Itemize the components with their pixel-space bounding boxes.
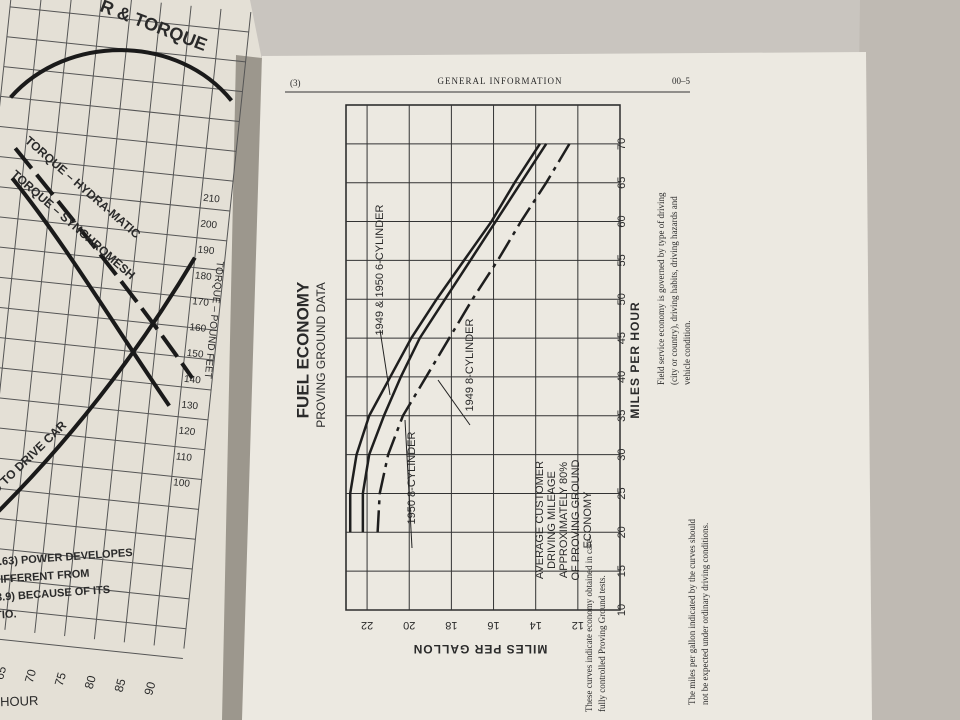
left-tick: 130: [181, 400, 199, 413]
left-tick: 100: [173, 477, 191, 490]
legend-label: 1950 8-CYLINDER: [406, 431, 418, 524]
note-line: These curves indicate economy obtained i…: [584, 536, 594, 712]
note-line: not be expected under ordinary driving c…: [700, 523, 710, 705]
series-line: [361, 143, 548, 533]
note-line: vehicle condition.: [682, 321, 692, 385]
left-grid: [0, 364, 212, 391]
left-grid: [0, 632, 183, 660]
left-page: [0, 0, 262, 720]
x-tick-label: 50: [616, 293, 628, 305]
left-tick: 170: [192, 296, 210, 309]
left-grid: [0, 394, 209, 421]
left-grid: [0, 274, 221, 302]
y-tick-label: 20: [403, 619, 415, 631]
section-number: (3): [290, 78, 301, 88]
x-tick-label: 35: [616, 410, 628, 422]
x-tick-label: 20: [616, 526, 628, 538]
y-tick-label: 18: [445, 619, 457, 631]
left-tick: 180: [194, 270, 212, 283]
left-tick: 110: [175, 451, 192, 464]
x-tick-label: 40: [616, 371, 628, 383]
left-grid: [0, 543, 193, 570]
annotation: ECONOMY: [582, 491, 594, 549]
left-curve: [0, 256, 197, 547]
series-line: [376, 143, 571, 533]
leader: [379, 329, 391, 396]
left-grid: [0, 603, 187, 630]
table: [850, 0, 960, 720]
chart-subtitle: PROVING GROUND DATA: [314, 282, 328, 428]
y-tick-label: 12: [572, 619, 584, 631]
left-tick: 140: [183, 374, 201, 387]
left-grid: [0, 424, 205, 451]
left-tick: 70: [22, 667, 39, 684]
left-curve: [13, 146, 194, 380]
left-tick: 85: [111, 677, 128, 694]
annotation: DRIVING MILEAGE: [546, 471, 558, 569]
x-tick-label: 70: [616, 138, 628, 150]
annotation: OF PROVING GROUND: [570, 459, 582, 580]
running-title: GENERAL INFORMATION: [438, 76, 563, 86]
left-grid: [0, 155, 234, 182]
left-tick: 80: [82, 674, 99, 691]
left-curve: [9, 48, 234, 102]
x-tick-label: 10: [616, 604, 628, 616]
left-tick: 160: [189, 322, 207, 335]
left-tick: 190: [197, 245, 215, 258]
left-tick: 65: [0, 664, 9, 681]
annotation: AVERAGE CUSTOMER: [534, 461, 546, 579]
left-note: XLE RATIO.: [0, 608, 17, 624]
left-grid: [0, 453, 202, 481]
note-line: fully controlled Proving Ground tests.: [597, 575, 607, 712]
series-line: [348, 143, 541, 533]
x-tick-label: 30: [616, 448, 628, 460]
left-grid: [0, 573, 190, 600]
legend-label: 1949 8-CYLINDER: [464, 318, 476, 411]
y-tick-label: 16: [487, 619, 499, 631]
left-tick: 150: [186, 348, 204, 361]
left-tick: 120: [178, 426, 196, 439]
left-tick: 200: [200, 219, 218, 232]
x-tick-label: 25: [616, 487, 628, 499]
annotation: APPROXIMATELY 80%: [558, 462, 570, 578]
left-grid: [0, 125, 237, 152]
note-line: (city or country), driving habits, drivi…: [669, 196, 679, 385]
note-line: Field service economy is governed by typ…: [656, 192, 666, 385]
x-tick-label: 15: [616, 565, 628, 577]
chart-title: FUEL ECONOMY: [293, 281, 312, 418]
x-axis-title: MILES PER HOUR: [628, 301, 642, 418]
left-grid: [0, 513, 196, 540]
left-grid: [0, 483, 199, 510]
left-grid: [0, 0, 13, 624]
x-tick-label: 60: [616, 215, 628, 227]
note-line: The miles per gallon indicated by the cu…: [687, 519, 697, 705]
left-grid: [9, 6, 249, 33]
legend-label: 1949 & 1950 6-CYLINDER: [374, 205, 386, 336]
x-tick-label: 65: [616, 177, 628, 189]
y-axis-title: MILES PER GALLON: [413, 642, 548, 656]
leader: [437, 379, 471, 426]
y-tick-label: 22: [361, 619, 373, 631]
left-grid: [0, 304, 218, 331]
x-tick-label: 45: [616, 332, 628, 344]
left-curve: [10, 176, 171, 407]
left-tick: 210: [203, 193, 221, 206]
left-speed-label: R HOUR: [0, 693, 39, 710]
left-grid: [0, 95, 240, 122]
x-tick-label: 55: [616, 254, 628, 266]
y-tick-label: 14: [530, 619, 542, 631]
page-number: 00–5: [672, 76, 691, 86]
left-tick: 90: [141, 680, 158, 697]
left-tick: 75: [52, 670, 69, 687]
right-page: [242, 52, 872, 720]
left-grid: [0, 185, 230, 212]
left-grid: [0, 215, 227, 242]
leader: [404, 419, 413, 549]
